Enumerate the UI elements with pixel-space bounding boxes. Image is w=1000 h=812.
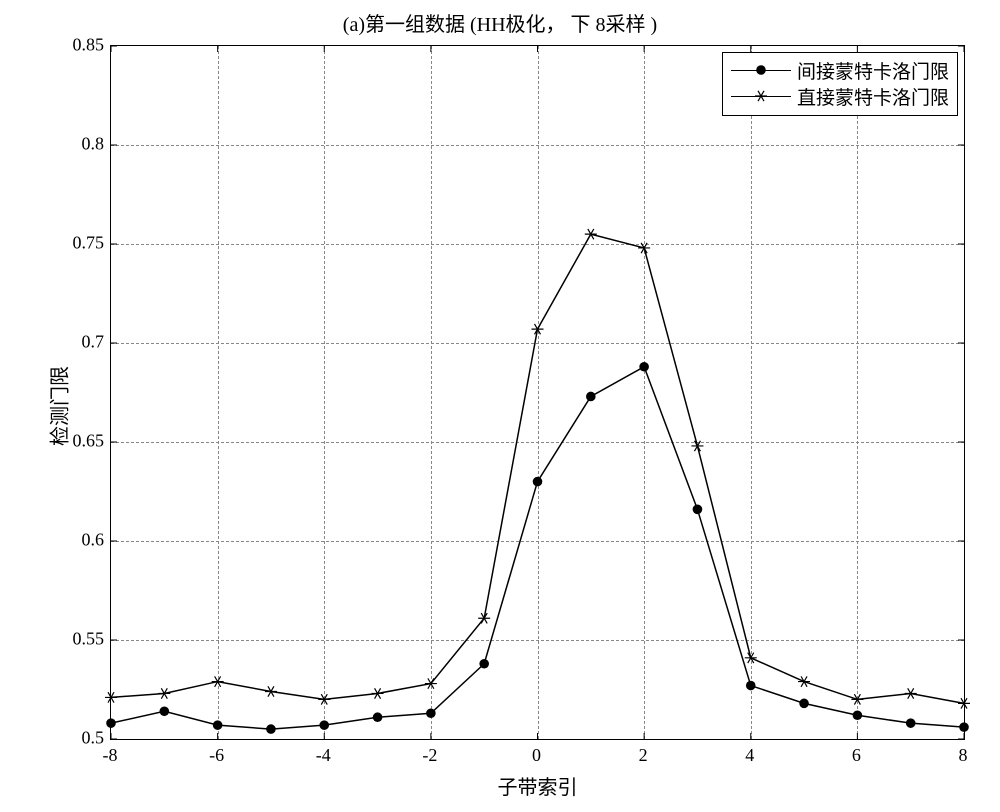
marker-star <box>638 243 650 253</box>
xtick-label: -4 <box>316 745 331 766</box>
marker-dot <box>746 681 756 691</box>
marker-star <box>318 694 330 704</box>
xtick-label: 6 <box>852 745 861 766</box>
marker-dot <box>533 477 543 487</box>
ytick-label: 0.8 <box>44 134 104 155</box>
plot-area: 间接蒙特卡洛门限直接蒙特卡洛门限 <box>110 45 965 740</box>
marker-star <box>905 688 917 698</box>
ytick-label: 0.75 <box>44 233 104 254</box>
series-line <box>111 367 964 729</box>
marker-dot <box>959 722 969 732</box>
chart-svg <box>111 46 964 739</box>
chart-figure: (a)第一组数据 (HH极化， 下 8采样 ) 检测门限 子带索引 间接蒙特卡洛… <box>0 0 1000 812</box>
marker-star <box>265 686 277 696</box>
marker-dot <box>426 708 436 718</box>
marker-star <box>105 692 117 702</box>
ytick-label: 0.5 <box>44 728 104 749</box>
marker-star <box>425 678 437 688</box>
x-axis-label: 子带索引 <box>110 771 965 800</box>
marker-dot <box>479 659 489 669</box>
ytick-label: 0.85 <box>44 35 104 56</box>
marker-star <box>958 698 970 708</box>
legend-row: 直接蒙特卡洛门限 <box>731 83 949 109</box>
ytick-label: 0.7 <box>44 332 104 353</box>
legend-sample <box>731 86 791 106</box>
marker-dot <box>266 724 276 734</box>
marker-dot <box>586 392 596 402</box>
xtick-label: 4 <box>745 745 754 766</box>
marker-star <box>745 653 757 663</box>
xtick-label: 0 <box>532 745 541 766</box>
marker-star <box>212 676 224 686</box>
marker-star <box>372 688 384 698</box>
marker-dot <box>639 362 649 372</box>
marker-dot <box>853 710 863 720</box>
marker-dot <box>906 718 916 728</box>
ytick-label: 0.65 <box>44 431 104 452</box>
xtick-label: -8 <box>103 745 118 766</box>
xtick-label: -2 <box>422 745 437 766</box>
marker-star <box>585 229 597 239</box>
marker-dot <box>319 720 329 730</box>
marker-dot <box>799 699 809 709</box>
chart-title: (a)第一组数据 (HH极化， 下 8采样 ) <box>0 8 1000 37</box>
xtick-label: 2 <box>639 745 648 766</box>
marker-dot <box>106 718 116 728</box>
legend-sample <box>731 60 791 80</box>
xtick-label: -6 <box>209 745 224 766</box>
legend-label: 间接蒙特卡洛门限 <box>797 57 949 84</box>
marker-star <box>851 694 863 704</box>
legend: 间接蒙特卡洛门限直接蒙特卡洛门限 <box>722 52 958 116</box>
marker-star <box>691 441 703 451</box>
marker-dot <box>160 706 170 716</box>
marker-star <box>798 676 810 686</box>
marker-star <box>158 688 170 698</box>
legend-label: 直接蒙特卡洛门限 <box>797 83 949 110</box>
ytick-label: 0.55 <box>44 629 104 650</box>
ytick-label: 0.6 <box>44 530 104 551</box>
legend-row: 间接蒙特卡洛门限 <box>731 57 949 83</box>
xtick-label: 8 <box>959 745 968 766</box>
marker-dot <box>213 720 223 730</box>
marker-dot <box>693 505 703 515</box>
marker-dot <box>373 712 383 722</box>
series-line <box>111 234 964 703</box>
